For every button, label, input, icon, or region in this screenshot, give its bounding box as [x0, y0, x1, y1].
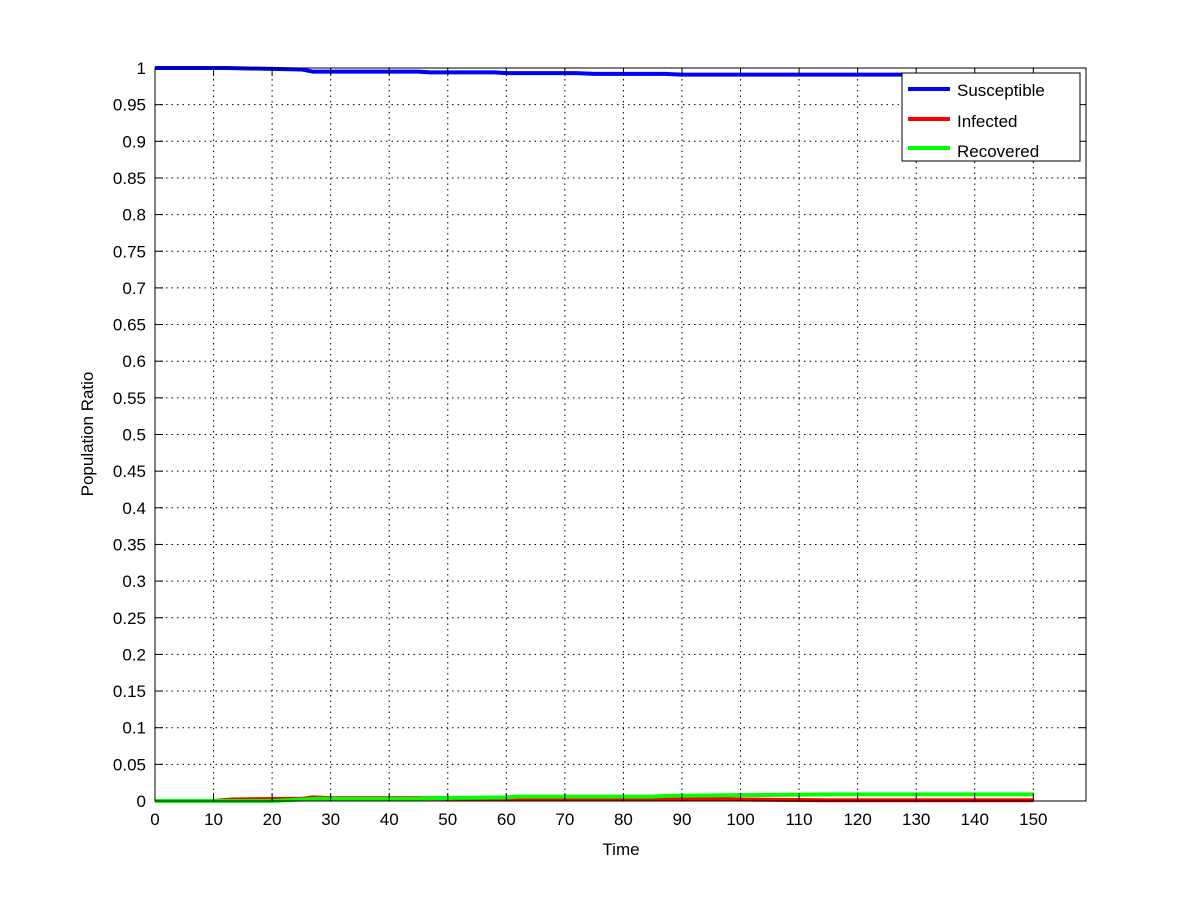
y-tick-label: 0.55: [113, 389, 146, 408]
y-tick-label: 0.6: [122, 352, 146, 371]
axis-ticks: [154, 67, 1086, 802]
y-tick-label: 0.2: [122, 645, 146, 664]
y-tick-label: 0.7: [122, 279, 146, 298]
plot-area-background: [155, 68, 1086, 801]
x-tick-label: 80: [614, 810, 633, 829]
x-tick-label: 140: [961, 810, 989, 829]
y-tick-label: 0.25: [113, 609, 146, 628]
x-tick-label: 150: [1019, 810, 1047, 829]
y-tick-label: 0.4: [122, 499, 146, 518]
axis-tick-labels: 0 10 20 30 40 50 60 70 80 90 100 110 120 130 140 150 0 0.…: [113, 59, 1048, 829]
y-tick-label: 0.05: [113, 755, 146, 774]
x-tick-label: 0: [150, 810, 159, 829]
y-tick-label: 0.8: [122, 206, 146, 225]
y-tick-label: 0.5: [122, 426, 146, 445]
x-tick-label: 50: [438, 810, 457, 829]
y-tick-label: 1: [137, 59, 146, 78]
x-tick-label: 60: [497, 810, 516, 829]
y-tick-label: 0.75: [113, 242, 146, 261]
x-tick-label: 20: [263, 810, 282, 829]
y-tick-label: 0.35: [113, 535, 146, 554]
x-tick-label: 120: [843, 810, 871, 829]
y-tick-label: 0.1: [122, 719, 146, 738]
y-tick-label: 0.45: [113, 462, 146, 481]
x-tick-label: 30: [321, 810, 340, 829]
x-axis-title: Time: [602, 840, 639, 859]
x-tick-label: 130: [902, 810, 930, 829]
x-tick-label: 110: [786, 810, 813, 829]
x-tick-label: 100: [726, 810, 754, 829]
y-axis-title: Population Ratio: [78, 372, 97, 497]
x-tick-label: 10: [204, 810, 223, 829]
x-tick-label: 90: [673, 810, 692, 829]
y-tick-label: 0.3: [122, 572, 146, 591]
y-tick-label: 0: [137, 792, 146, 811]
series-line-susceptible: [155, 66, 1034, 77]
y-tick-label: 0.85: [113, 169, 146, 188]
legend-label-recovered: Recovered: [957, 142, 1039, 161]
legend-label-infected: Infected: [957, 112, 1018, 131]
y-tick-label: 0.95: [113, 96, 146, 115]
y-tick-label: 0.65: [113, 316, 146, 335]
x-tick-label: 70: [555, 810, 574, 829]
y-tick-label: 0.15: [113, 682, 146, 701]
y-tick-label: 0.9: [122, 132, 146, 151]
legend-label-susceptible: Susceptible: [957, 81, 1045, 100]
grid-lines: [155, 68, 1086, 801]
legend: Susceptible Infected Recovered: [901, 72, 1081, 162]
x-tick-label: 40: [380, 810, 399, 829]
